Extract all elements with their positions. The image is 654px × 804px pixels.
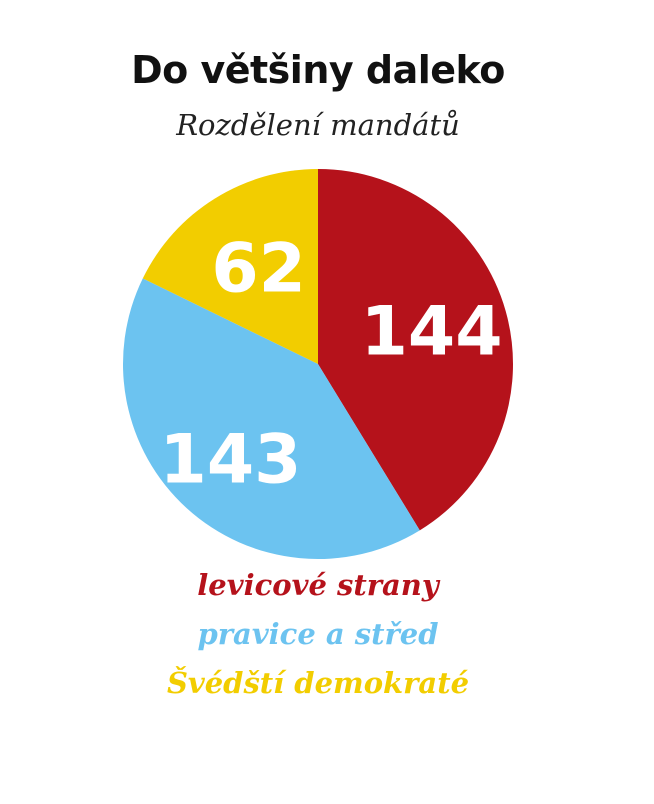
pie-value-label-0: 144 <box>361 293 503 372</box>
legend-item-svedsti-demokrate: Švédští demokraté <box>166 666 470 700</box>
pie-slice-2 <box>142 169 318 364</box>
chart-title: Do většiny daleko <box>131 48 505 92</box>
legend-item-levicove-strany: levicové strany <box>197 568 439 602</box>
pie-value-label-2: 62 <box>211 229 306 308</box>
legend-item-pravice-a-stred: pravice a střed <box>197 617 439 651</box>
pie-slice-0 <box>318 169 513 531</box>
pie-slice-1 <box>123 278 420 559</box>
pie-value-label-1: 143 <box>160 421 302 500</box>
chart-subtitle: Rozdělení mandátů <box>176 108 460 142</box>
